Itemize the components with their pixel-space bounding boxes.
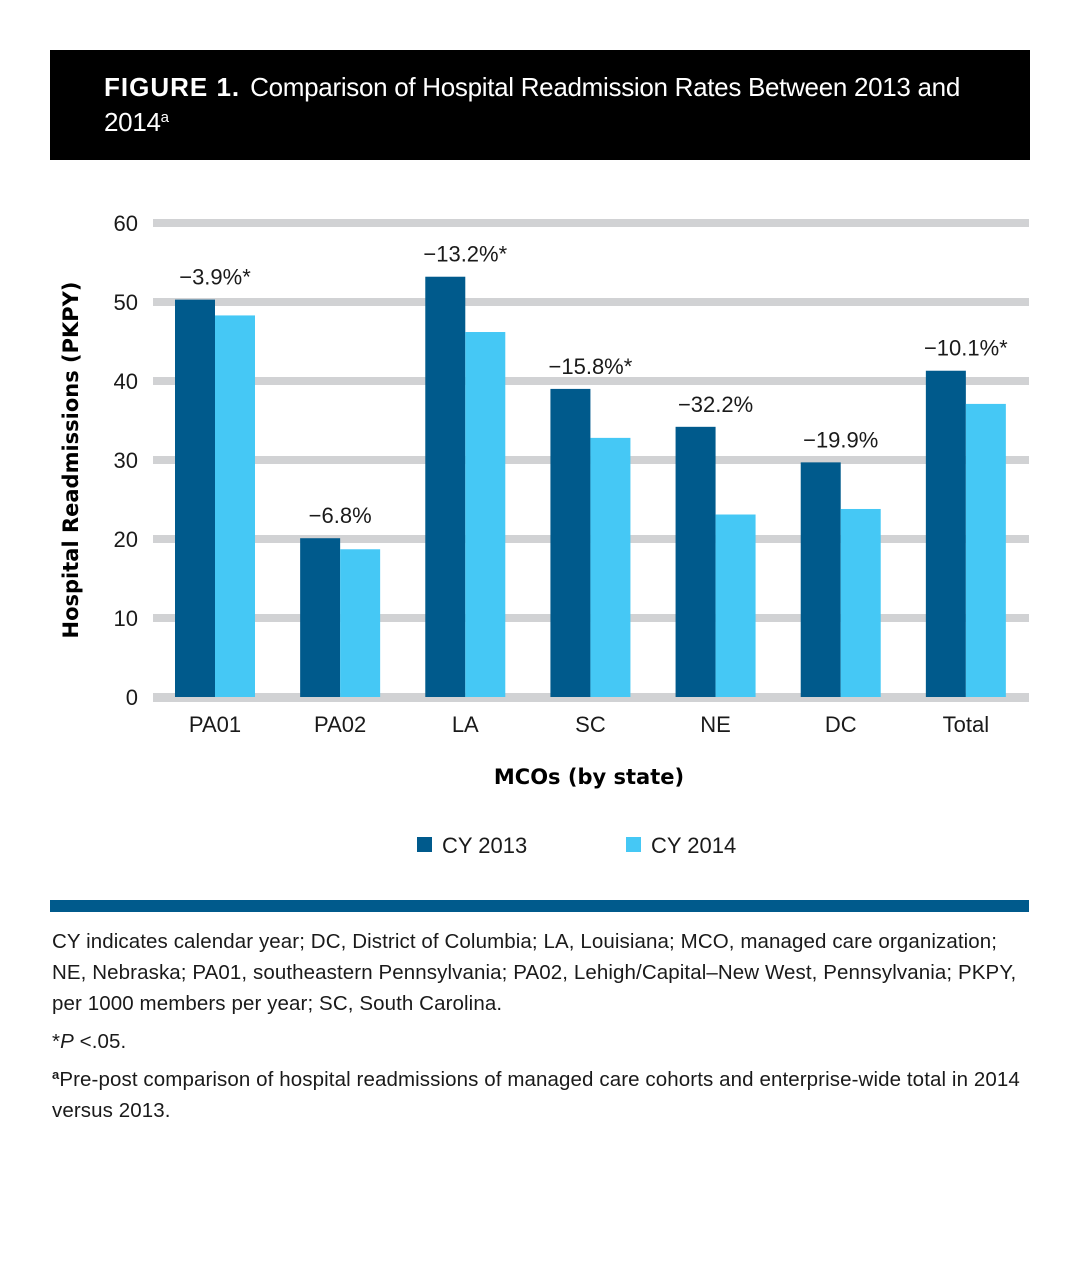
p-symbol: P (60, 1030, 74, 1053)
x-tick-label: DC (825, 712, 857, 737)
x-tick-label: PA01 (189, 712, 241, 737)
legend-swatch (417, 837, 432, 852)
bar-pa01-cy-2013 (175, 299, 215, 697)
change-label: −6.8% (309, 503, 372, 528)
footnote-text: Pre-post comparison of hospital readmiss… (52, 1068, 1020, 1122)
y-tick-label: 20 (114, 527, 138, 552)
footnote-marker: a (52, 1067, 60, 1082)
change-label: −15.8%* (549, 354, 633, 379)
x-tick-label: SC (575, 712, 606, 737)
figure-label: FIGURE 1. (104, 72, 241, 102)
bars (175, 276, 1006, 697)
change-label: −10.1%* (924, 336, 1008, 361)
bar-ne-cy-2013 (675, 426, 716, 697)
legend: CY 2013 CY 2014 (417, 833, 736, 858)
y-tick-label: 50 (114, 290, 138, 315)
bar-total-cy-2013 (925, 370, 966, 697)
y-axis-title: Hospital Readmissions (PKPY) (59, 282, 83, 639)
figure-title: Comparison of Hospital Readmission Rates… (104, 72, 961, 137)
gridline (153, 298, 1029, 306)
legend-label: CY 2013 (442, 833, 527, 858)
divider-bar (50, 900, 1029, 912)
bar-pa02-cy-2014 (340, 549, 381, 697)
gridline (153, 219, 1029, 227)
change-label: −13.2%* (423, 242, 507, 267)
y-tick-label: 10 (114, 606, 138, 631)
y-tick-label: 60 (114, 211, 138, 236)
x-axis-baseline (153, 697, 1029, 702)
bar-la-cy-2014 (465, 332, 506, 697)
bar-pa02-cy-2013 (300, 538, 341, 697)
abbreviations-note: CY indicates calendar year; DC, District… (52, 930, 1017, 1015)
figure-header: FIGURE 1. Comparison of Hospital Readmiss… (50, 50, 1030, 160)
significance-threshold: <.05. (73, 1030, 127, 1053)
y-axis-ticks: 0 10 20 30 40 50 60 (114, 211, 138, 710)
bar-total-cy-2014 (965, 403, 1006, 697)
gridline (153, 377, 1029, 385)
change-label: −32.2% (678, 392, 753, 417)
x-tick-label: PA02 (314, 712, 366, 737)
x-tick-label: LA (452, 712, 479, 737)
change-label: −19.9% (803, 427, 878, 452)
x-tick-label: NE (700, 712, 731, 737)
significance-note: *P <.05. (52, 1026, 1027, 1057)
x-tick-label: Total (943, 712, 989, 737)
footnote-a: aPre-post comparison of hospital readmis… (52, 1064, 1027, 1126)
bar-ne-cy-2014 (715, 514, 756, 697)
bar-la-cy-2013 (425, 276, 466, 697)
bar-sc-cy-2014 (590, 437, 631, 697)
bar-sc-cy-2013 (550, 388, 591, 697)
y-tick-label: 0 (126, 685, 138, 710)
title-superscript: a (160, 109, 169, 126)
change-label: −3.9%* (179, 265, 251, 290)
asterisk: * (52, 1030, 61, 1053)
bar-pa01-cy-2014 (215, 315, 255, 697)
data-labels: −3.9%* −6.8% −13.2%* −15.8%* −32.2% −19.9% −10… (179, 242, 1008, 528)
legend-label: CY 2014 (651, 833, 736, 858)
bar-dc-cy-2014 (840, 508, 881, 697)
x-axis-title: MCOs (by state) (494, 765, 684, 789)
figure-notes: CY indicates calendar year; DC, District… (52, 926, 1027, 1133)
legend-swatch (626, 837, 641, 852)
bar-dc-cy-2013 (800, 462, 841, 697)
y-tick-label: 30 (114, 448, 138, 473)
x-axis-ticks: PA01 PA02 LA SC NE DC Total (189, 712, 989, 737)
y-tick-label: 40 (114, 369, 138, 394)
